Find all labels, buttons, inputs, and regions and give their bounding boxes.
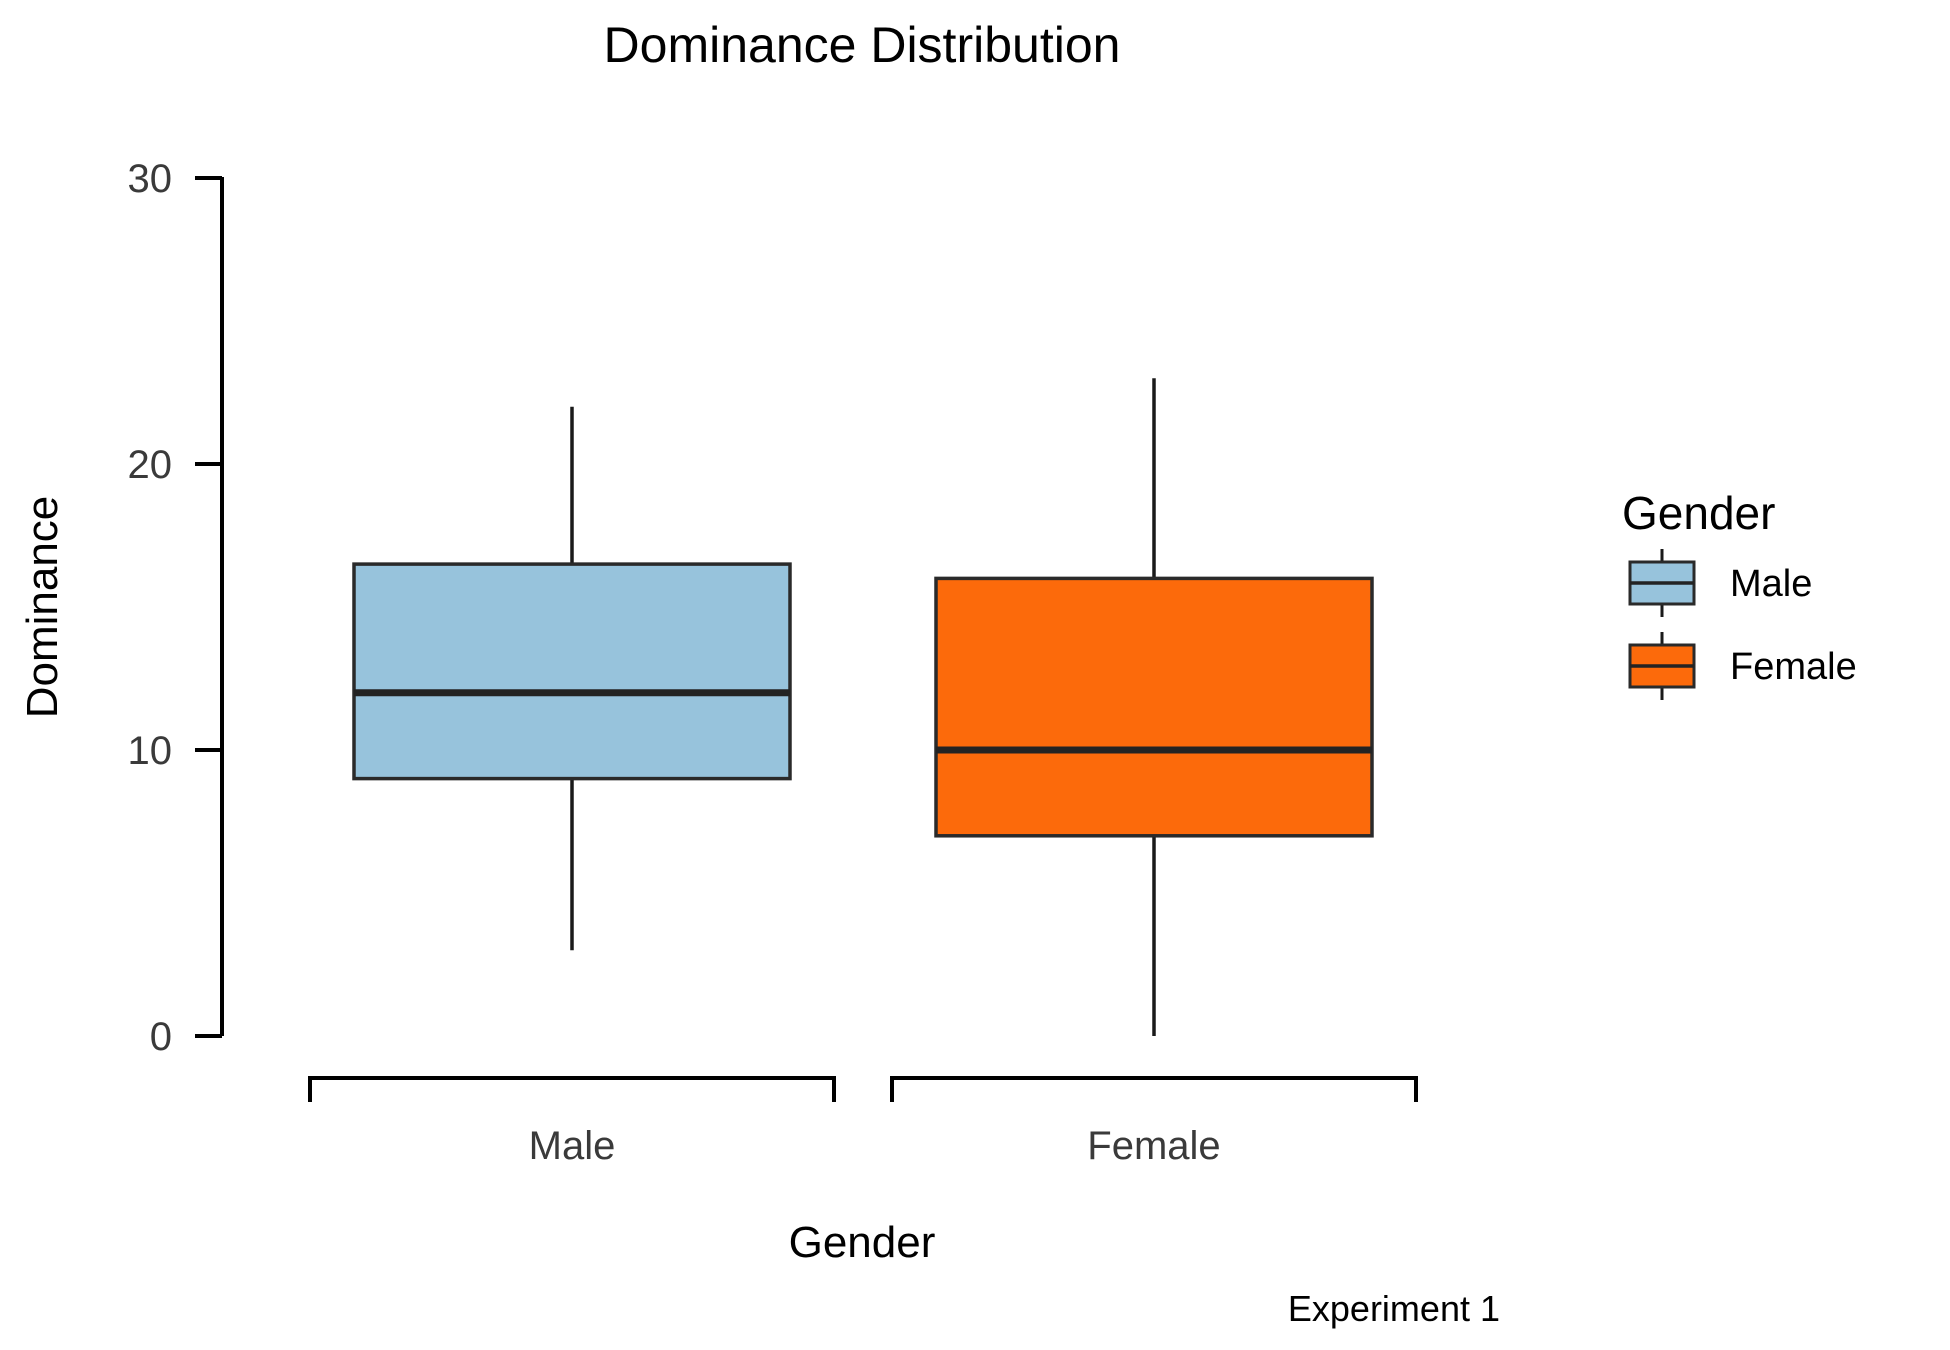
box-body xyxy=(352,562,792,781)
legend-label: Female xyxy=(1730,646,1857,688)
y-tick-label: 10 xyxy=(128,729,173,773)
y-axis-ticks: 0 10 20 30 xyxy=(128,157,222,1059)
x-tick-label: Female xyxy=(1087,1124,1220,1168)
y-tick-label: 0 xyxy=(150,1015,172,1059)
x-axis-title: Gender xyxy=(789,1218,936,1267)
box-body xyxy=(934,576,1374,838)
legend-label: Male xyxy=(1730,563,1812,605)
y-tick-label: 20 xyxy=(128,443,173,487)
y-axis-title: Dominance xyxy=(18,496,67,719)
x-tick-label: Male xyxy=(529,1124,616,1168)
x-axis: Male Female xyxy=(308,1076,1418,1168)
x-axis-bracket xyxy=(890,1076,1418,1102)
box-series xyxy=(352,378,1374,1036)
chart-caption: Experiment 1 xyxy=(1288,1288,1500,1329)
legend-title: Gender xyxy=(1622,487,1775,539)
y-tick-label: 30 xyxy=(128,157,173,201)
box-female xyxy=(934,378,1374,1036)
x-axis-bracket xyxy=(308,1076,836,1102)
legend: Gender Male Female xyxy=(1622,487,1857,700)
box-male xyxy=(352,406,792,951)
legend-item-male: Male xyxy=(1628,549,1812,617)
chart-title: Dominance Distribution xyxy=(604,17,1121,73)
legend-item-female: Female xyxy=(1628,632,1857,700)
